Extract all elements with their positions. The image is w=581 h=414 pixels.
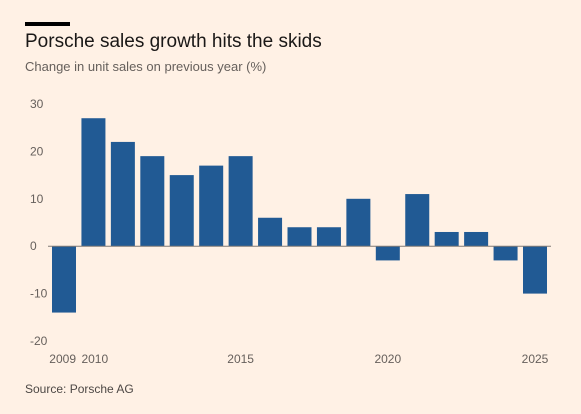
y-tick-label: -20 xyxy=(30,334,48,348)
bar-2016 xyxy=(258,217,283,247)
top-rule xyxy=(25,22,70,26)
bar-2022 xyxy=(434,231,459,247)
x-tick-label: 2020 xyxy=(374,352,401,366)
bar-2023 xyxy=(464,231,489,247)
y-tick-label: 0 xyxy=(30,239,37,253)
x-tick-label: 2015 xyxy=(227,352,254,366)
y-tick-label: 20 xyxy=(30,144,44,158)
y-tick-label: 10 xyxy=(30,192,44,206)
bar-2021 xyxy=(405,194,430,247)
bar-2020 xyxy=(375,246,400,261)
bar-2010 xyxy=(81,118,106,247)
bar-2011 xyxy=(110,141,135,247)
y-tick-label: 30 xyxy=(30,97,44,111)
bar-2012 xyxy=(140,156,165,247)
bar-2015 xyxy=(228,156,253,247)
x-tick-label: 2010 xyxy=(81,352,108,366)
x-tick-label: 2009 xyxy=(49,352,76,366)
bar-2009 xyxy=(52,246,76,313)
bar-2013 xyxy=(169,175,194,247)
y-tick-label: -10 xyxy=(30,287,48,301)
chart-subtitle: Change in unit sales on previous year (%… xyxy=(25,59,267,74)
x-tick-label: 2025 xyxy=(522,352,549,366)
bar-2014 xyxy=(199,165,224,247)
bar-2024 xyxy=(493,246,518,261)
bar-2017 xyxy=(287,227,312,247)
bar-2019 xyxy=(346,198,371,247)
chart-title: Porsche sales growth hits the skids xyxy=(25,31,322,52)
bar-2025 xyxy=(523,246,547,294)
source-note: Source: Porsche AG xyxy=(25,382,134,396)
bar-2018 xyxy=(316,227,341,247)
